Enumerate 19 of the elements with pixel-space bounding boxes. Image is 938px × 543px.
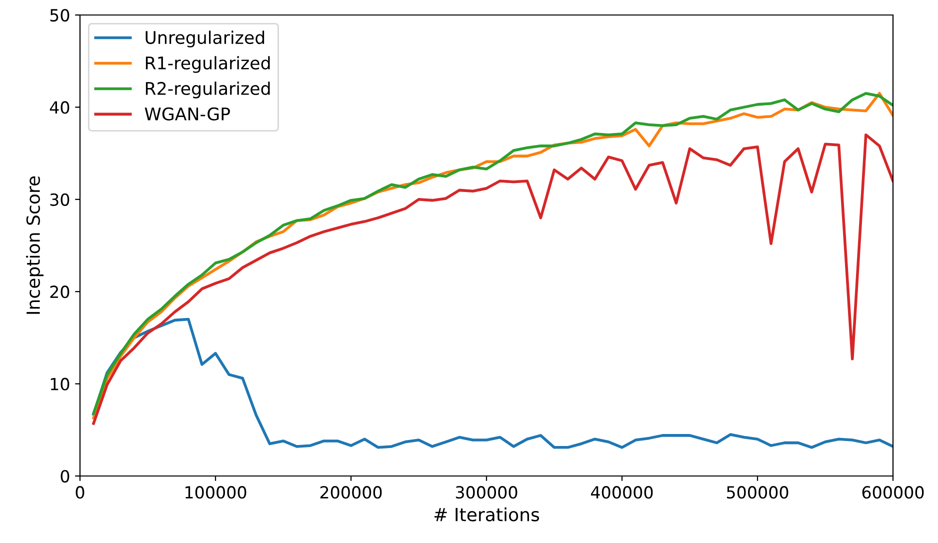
y-tick-label: 20 bbox=[50, 286, 70, 298]
x-tick-label: 500000 bbox=[726, 486, 788, 499]
x-tick-label: 200000 bbox=[320, 486, 382, 499]
x-axis-title: # Iterations bbox=[434, 507, 540, 522]
x-tick-label: 400000 bbox=[591, 486, 653, 499]
x-tick-label: 300000 bbox=[456, 486, 518, 499]
y-tick-label: 30 bbox=[50, 193, 70, 206]
y-tick-label: 40 bbox=[50, 101, 70, 114]
x-tick-label: 100000 bbox=[186, 486, 246, 499]
y-tick-label: 10 bbox=[50, 378, 70, 390]
legend-label: WGAN-GP bbox=[144, 107, 230, 121]
legend-label: R1-regularized bbox=[146, 56, 270, 73]
legend-label: Unregularized bbox=[146, 30, 264, 48]
x-tick-label: 600000 bbox=[862, 486, 924, 499]
x-tick-label: 0 bbox=[76, 486, 84, 499]
y-tick-label: 50 bbox=[50, 8, 70, 22]
y-tick-label: 0 bbox=[60, 470, 70, 483]
legend-label: R2-regularized bbox=[146, 82, 270, 98]
y-axis-title: Inception Score bbox=[26, 176, 44, 314]
